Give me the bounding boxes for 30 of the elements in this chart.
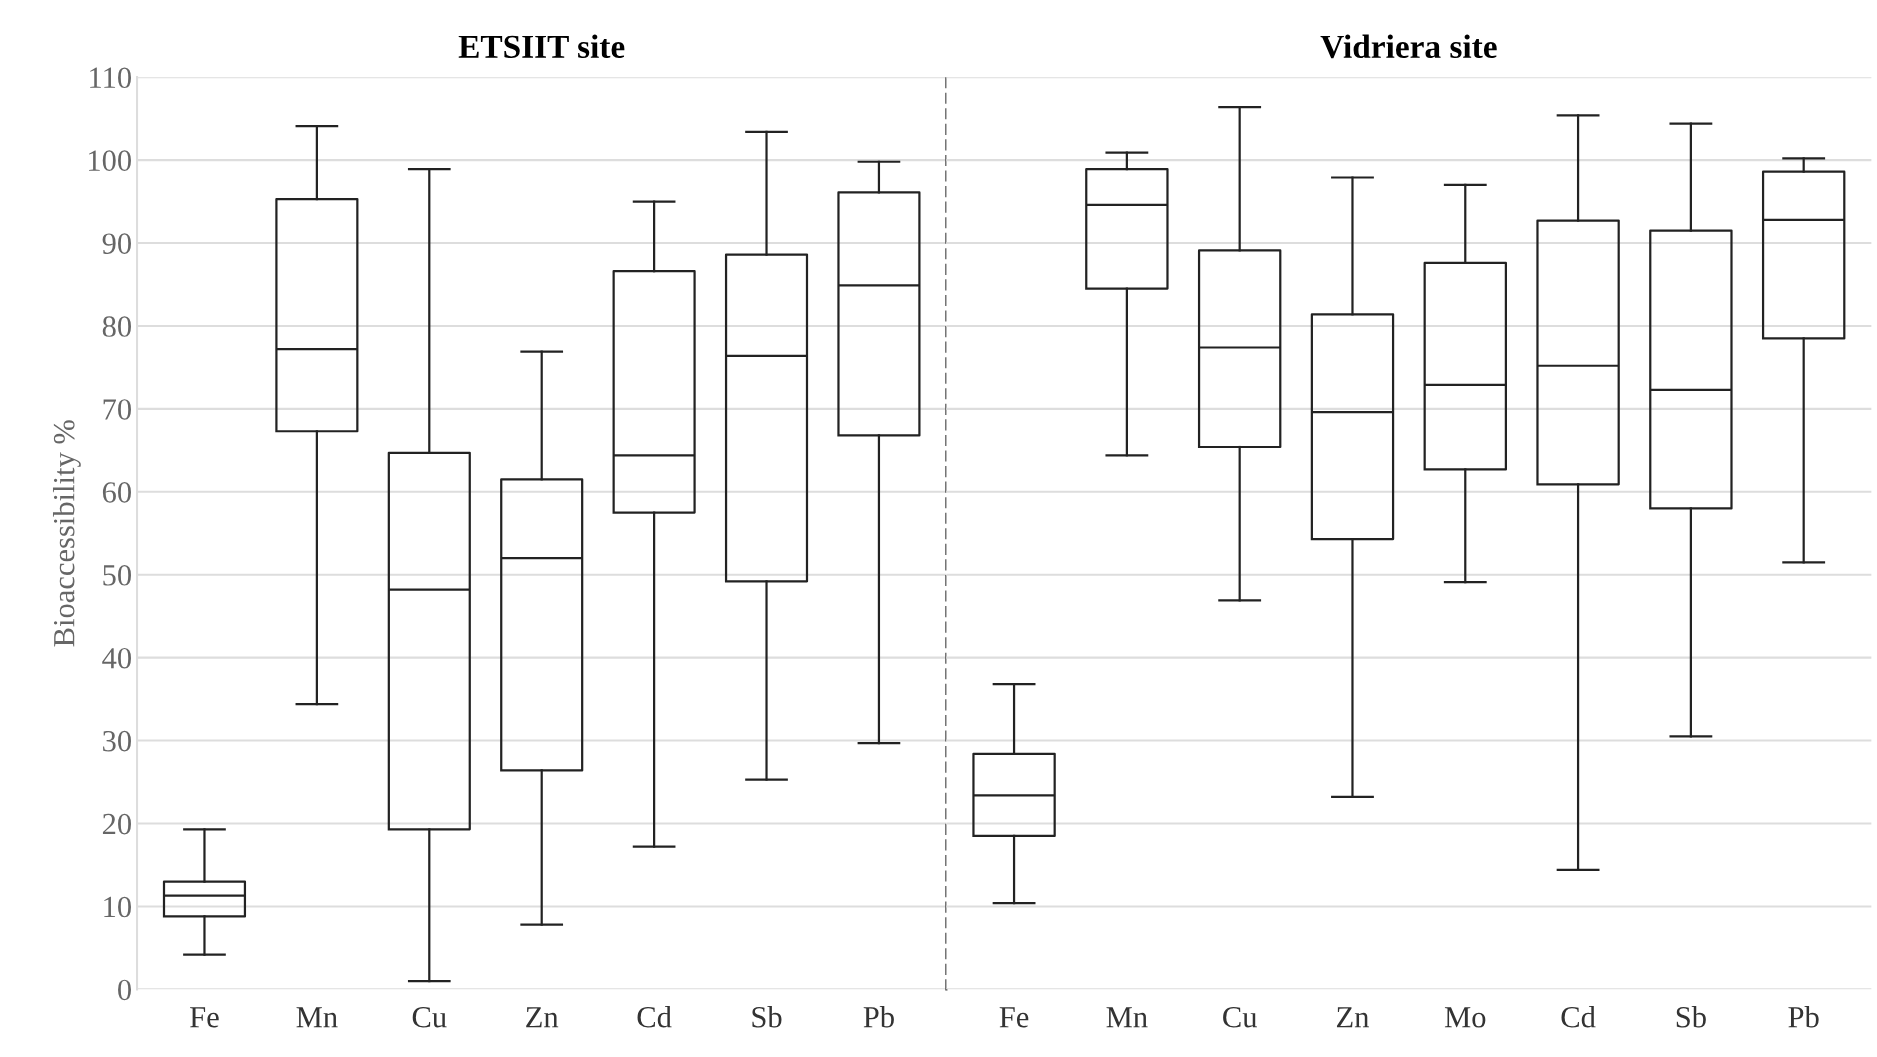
- y-tick-label: 60: [102, 482, 131, 503]
- chart-title: Vidriera site: [1320, 34, 1497, 59]
- x-tick-label: Fe: [999, 1007, 1029, 1028]
- x-tick-label: Zn: [1336, 1007, 1369, 1028]
- x-tick-label: Cd: [637, 1006, 672, 1028]
- y-tick-label: 20: [102, 813, 131, 835]
- x-tick-label: Cd: [1561, 1006, 1596, 1028]
- x-tick-label: Zn: [526, 1007, 559, 1028]
- y-tick-label: 0: [118, 979, 131, 1001]
- x-tick-label: Fe: [190, 1007, 219, 1028]
- x-tick-label: Mo: [1444, 1007, 1486, 1028]
- y-tick-label: 110: [90, 67, 131, 89]
- y-tick-label: 90: [102, 233, 131, 254]
- y-tick-label: 30: [103, 730, 131, 752]
- x-tick-label: Cu: [412, 1006, 447, 1028]
- y-tick-label: 100: [89, 150, 131, 171]
- y-tick-label: 10: [104, 896, 131, 918]
- chart-title: ETSIIT site: [458, 34, 625, 59]
- y-tick-label: 80: [102, 316, 131, 337]
- x-tick-label: Pb: [863, 1006, 894, 1028]
- x-tick-label: Mn: [296, 1007, 338, 1028]
- x-tick-label: Sb: [752, 1006, 782, 1028]
- x-tick-label: Pb: [1788, 1006, 1819, 1028]
- y-axis-title: Bioaccessibility %: [52, 420, 81, 647]
- y-tick-label: 50: [103, 565, 131, 586]
- x-tick-label: Cu: [1223, 1006, 1257, 1028]
- x-tick-label: Sb: [1676, 1006, 1706, 1028]
- x-tick-label: Mn: [1106, 1007, 1148, 1028]
- y-tick-label: 70: [103, 399, 131, 420]
- y-tick-label: 40: [102, 647, 131, 669]
